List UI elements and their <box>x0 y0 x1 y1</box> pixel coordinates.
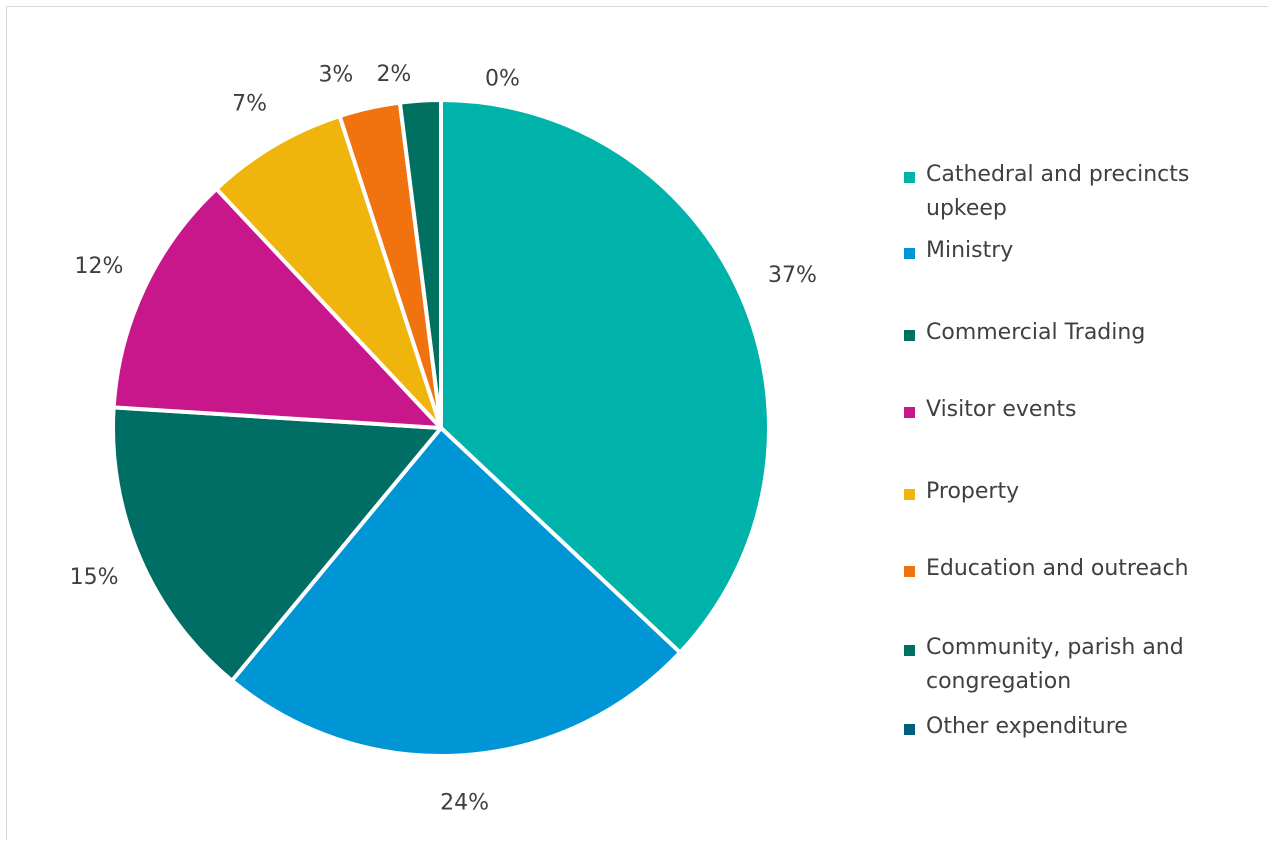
legend-swatch <box>904 248 915 259</box>
pie-slice-1 <box>229 426 683 758</box>
legend-label: Property <box>926 479 1020 504</box>
legend-label: Other expenditure <box>926 714 1128 739</box>
legend-swatch <box>904 566 915 577</box>
pie-slice-4 <box>214 114 443 430</box>
data-label-3: 12% <box>75 254 124 279</box>
legend-swatch <box>904 489 915 500</box>
pie-data-labels: 37% 24% 15% 12% 7% 3% 2% 0% <box>70 62 817 815</box>
pie-slice-0 <box>439 98 771 655</box>
legend-label: Cathedral and precincts upkeep <box>926 162 1190 221</box>
data-label-0: 37% <box>768 263 817 288</box>
legend-label: Education and outreach <box>926 556 1189 581</box>
pie-slice-2 <box>111 405 443 683</box>
data-label-7: 0% <box>485 66 520 91</box>
legend: Cathedral and precincts upkeep Ministry … <box>904 0 1264 841</box>
pie-slice-3 <box>111 186 443 430</box>
pie-slices <box>111 98 771 758</box>
legend-swatch <box>904 645 915 656</box>
pie-slice-6 <box>397 98 443 430</box>
legend-swatch <box>904 407 915 418</box>
data-label-2: 15% <box>70 565 119 590</box>
data-label-1: 24% <box>440 790 489 815</box>
legend-label: Visitor events <box>926 397 1077 422</box>
legend-label: Community, parish and congregation <box>926 635 1184 694</box>
legend-swatch <box>904 330 915 341</box>
legend-swatch <box>904 172 915 183</box>
data-label-5: 3% <box>318 62 353 87</box>
legend-swatch <box>904 724 915 735</box>
data-label-4: 7% <box>232 91 267 116</box>
legend-label: Ministry <box>926 238 1014 263</box>
legend-label: Commercial Trading <box>926 320 1146 345</box>
chart-area <box>6 6 1268 840</box>
data-label-6: 2% <box>376 62 411 87</box>
